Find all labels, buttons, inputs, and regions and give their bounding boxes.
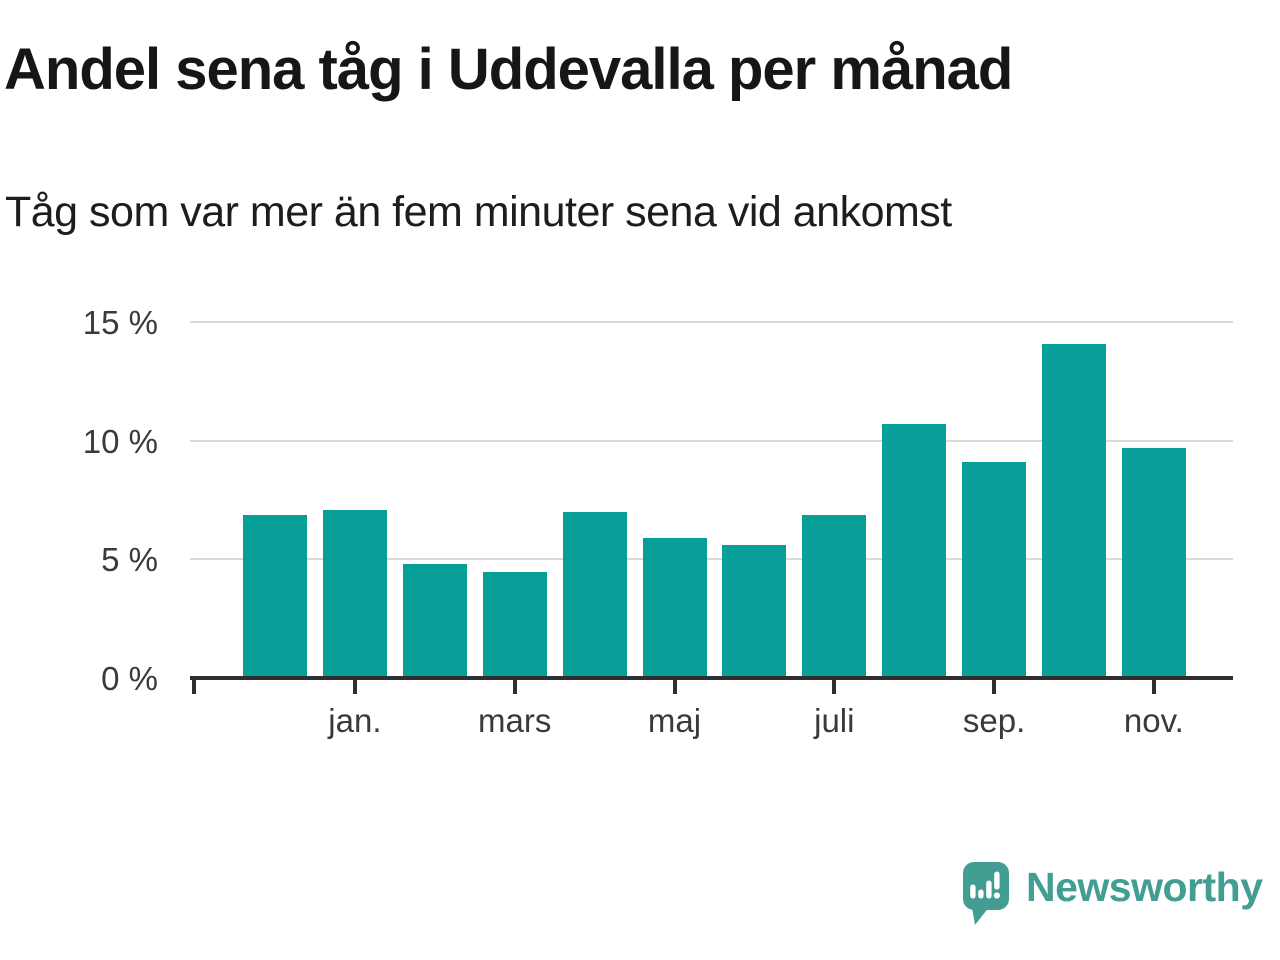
x-axis-tick-sep xyxy=(992,680,997,694)
x-axis-tick-nov xyxy=(1151,680,1156,694)
y-axis-label-0: 0 % xyxy=(101,660,158,697)
x-axis-origin-tick xyxy=(192,680,196,694)
bar-month-1 xyxy=(243,514,307,676)
bar-month-12 xyxy=(1121,448,1186,676)
bar-month-6 xyxy=(642,538,707,676)
x-axis-tick-mars xyxy=(512,680,517,694)
x-axis-label-juli: juli xyxy=(814,702,855,739)
bar-month-7 xyxy=(722,545,787,676)
x-axis-label-mars: mars xyxy=(478,702,552,739)
newsworthy-wordmark: Newsworthy xyxy=(1026,864,1263,910)
bar-month-4 xyxy=(482,571,547,676)
newsworthy-logo: Newsworthy xyxy=(963,862,1263,928)
bar-month-9 xyxy=(882,424,947,676)
plot-area: 15 % 10 % 5 % 0 % jan. mars maj juli sep. nov. xyxy=(83,300,1233,770)
gridline-15 xyxy=(190,321,1233,323)
chart-subtitle: Tåg som var mer än fem minuter sena vid … xyxy=(5,188,952,236)
x-axis-tick-maj xyxy=(672,680,677,694)
x-axis-label-nov: nov. xyxy=(1123,702,1184,739)
x-axis-line xyxy=(190,676,1233,680)
newsworthy-logo-icon xyxy=(963,862,1009,925)
y-axis-label-10: 10 % xyxy=(82,422,158,460)
bar-month-8 xyxy=(802,514,867,676)
bar-month-10 xyxy=(962,462,1027,676)
x-axis-tick-juli xyxy=(832,680,837,694)
chart-title: Andel sena tåg i Uddevalla per månad xyxy=(4,37,1013,102)
gridline-5 xyxy=(190,558,1233,561)
bar-month-3 xyxy=(402,564,467,676)
bar-month-5 xyxy=(562,512,627,676)
y-axis-label-5: 5 % xyxy=(101,541,158,579)
bar-month-2 xyxy=(322,509,387,676)
gridline-10 xyxy=(190,439,1233,442)
x-axis-label-jan: jan. xyxy=(328,702,382,739)
bar-month-11 xyxy=(1042,343,1106,676)
x-axis-label-maj: maj xyxy=(647,702,702,739)
y-axis-label-15: 15 % xyxy=(82,304,158,341)
logo-bars-glyph xyxy=(970,871,1000,899)
x-axis-label-sep: sep. xyxy=(962,702,1026,739)
x-axis-tick-jan xyxy=(352,680,357,694)
